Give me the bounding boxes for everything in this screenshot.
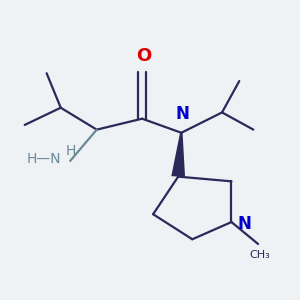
Text: H—N: H—N xyxy=(27,152,62,167)
Text: H: H xyxy=(66,144,76,158)
Text: O: O xyxy=(136,47,152,65)
Text: CH₃: CH₃ xyxy=(249,250,270,260)
Text: N: N xyxy=(237,214,251,232)
Text: N: N xyxy=(176,105,190,123)
Polygon shape xyxy=(171,133,185,177)
